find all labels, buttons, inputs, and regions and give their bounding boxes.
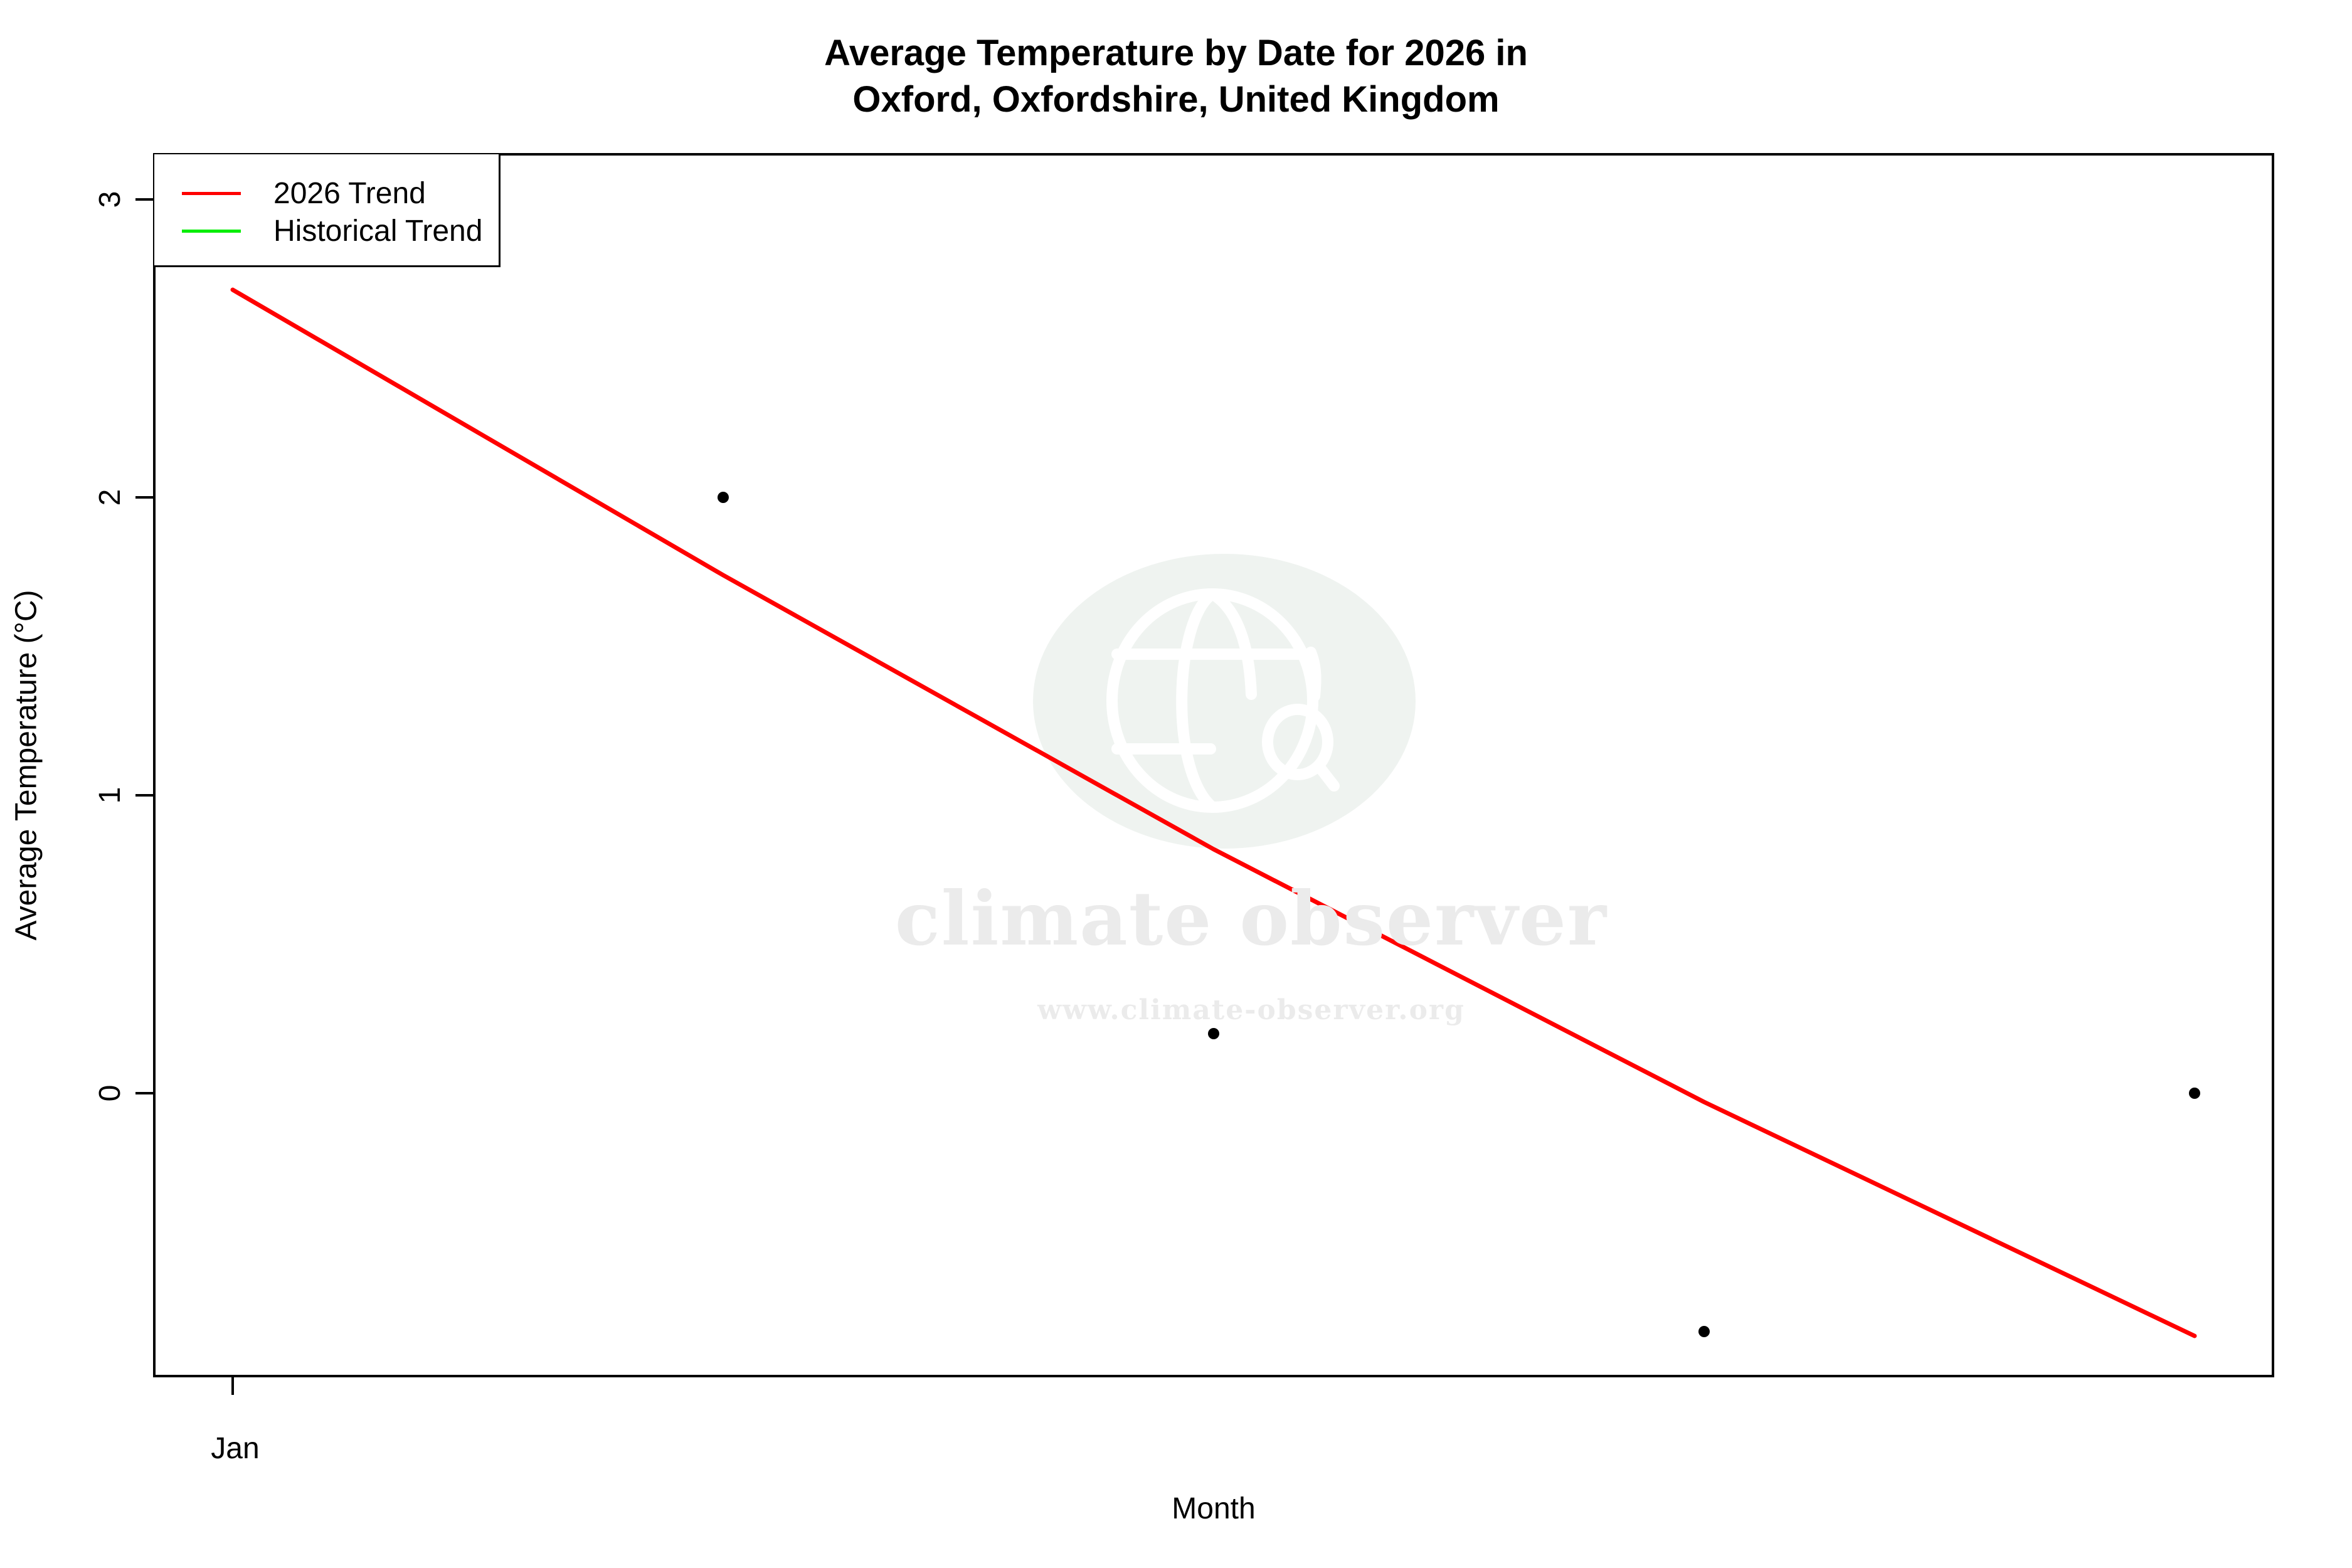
data-point <box>718 492 729 503</box>
y-tick-label-2: 2 <box>93 489 127 506</box>
watermark-logo <box>1033 554 1416 849</box>
plot-frame <box>153 153 2274 1377</box>
watermark-url: www.climate-observer.org <box>1037 994 1465 1026</box>
chart-title-line-2: Oxford, Oxfordshire, United Kingdom <box>852 79 1500 120</box>
y-tick-label-0: 0 <box>93 1085 127 1102</box>
y-tick-label-1: 1 <box>93 787 127 804</box>
y-tick-labels: 3 2 1 0 <box>93 191 127 1102</box>
legend: 2026 Trend Historical Trend <box>154 154 501 267</box>
legend-item-historical-trend: Historical Trend <box>182 212 482 250</box>
chart-title: Average Temperature by Date for 2026 in … <box>0 30 2352 123</box>
data-point <box>1698 1326 1710 1337</box>
legend-item-2026-trend: 2026 Trend <box>182 174 426 212</box>
y-tick-label-3: 3 <box>93 191 127 208</box>
globe-search-icon <box>1106 588 1340 813</box>
y-axis <box>135 198 154 1094</box>
legend-swatch-red <box>182 191 241 195</box>
trend-line-2026 <box>230 287 2197 1338</box>
chart-title-line-1: Average Temperature by Date for 2026 in <box>824 33 1528 73</box>
legend-label: 2026 Trend <box>273 176 426 210</box>
x-tick-label-jan: Jan <box>211 1432 259 1465</box>
observed-points <box>718 492 2200 1337</box>
legend-label: Historical Trend <box>273 214 483 248</box>
data-point <box>1208 1028 1219 1039</box>
watermark-name: climate observer <box>894 875 1608 962</box>
legend-swatch-green <box>182 229 241 233</box>
y-axis-label: Average Temperature (°C) <box>9 590 43 941</box>
data-point <box>2189 1088 2200 1099</box>
x-axis-label: Month <box>1172 1492 1256 1525</box>
